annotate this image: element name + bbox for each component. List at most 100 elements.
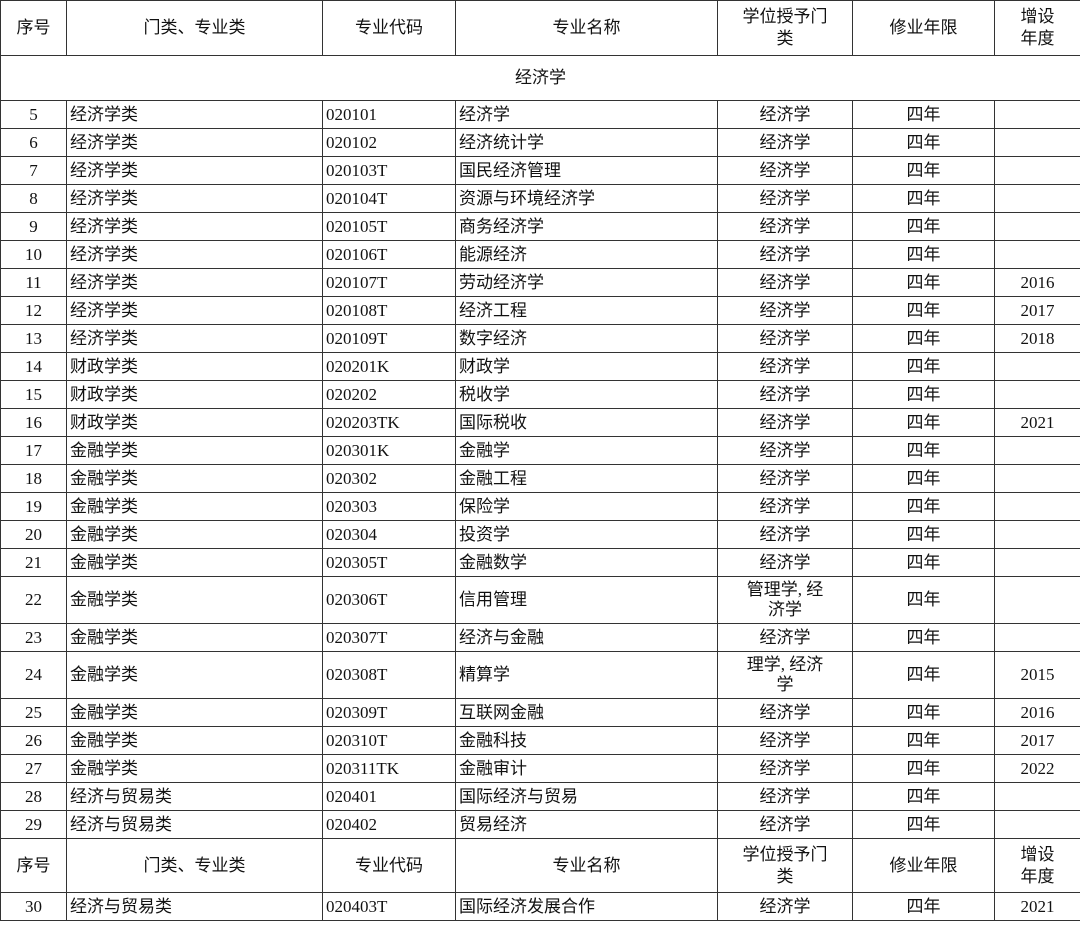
cell-year-added [994,548,1080,577]
cell-category: 金融学类 [66,464,323,493]
cell-year-added: 2022 [994,754,1080,783]
cell-duration: 四年 [852,782,995,811]
cell-category: 金融学类 [66,698,323,727]
cell-degree: 经济学 [717,100,853,129]
cell-code: 020304 [322,520,456,549]
cell-code: 020309T [322,698,456,727]
cell-year-added [994,212,1080,241]
cell-major-name: 国民经济管理 [455,156,718,185]
cell-duration: 四年 [852,240,995,269]
cell-duration: 四年 [852,576,995,624]
cell-seq: 10 [0,240,67,269]
table-row: 14 财政学类 020201K 财政学 经济学 四年 [0,352,1080,381]
cell-duration: 四年 [852,726,995,755]
table-row: 12 经济学类 020108T 经济工程 经济学 四年 2017 [0,296,1080,325]
cell-degree: 管理学, 经济学 [717,576,853,624]
header-degree: 学位授予门类 [717,0,853,56]
table-row: 20 金融学类 020304 投资学 经济学 四年 [0,520,1080,549]
cell-duration: 四年 [852,436,995,465]
cell-degree: 经济学 [717,698,853,727]
cell-major-name: 劳动经济学 [455,268,718,297]
table-row: 19 金融学类 020303 保险学 经济学 四年 [0,492,1080,521]
cell-year-added [994,492,1080,521]
header-code: 专业代码 [322,838,456,893]
cell-code: 020311TK [322,754,456,783]
header-seq: 序号 [0,0,67,56]
table-row: 21 金融学类 020305T 金融数学 经济学 四年 [0,548,1080,577]
cell-year-added: 2018 [994,324,1080,353]
cell-year-added [994,240,1080,269]
cell-category: 经济学类 [66,240,323,269]
cell-seq: 13 [0,324,67,353]
header-row: 序号 门类、专业类 专业代码 专业名称 学位授予门类 修业年限 增设年度 [0,838,1080,893]
cell-duration: 四年 [852,492,995,521]
table-row: 6 经济学类 020102 经济统计学 经济学 四年 [0,128,1080,157]
table-row: 29 经济与贸易类 020402 贸易经济 经济学 四年 [0,810,1080,839]
cell-degree: 经济学 [717,352,853,381]
cell-code: 020109T [322,324,456,353]
header-code: 专业代码 [322,0,456,56]
table-row: 23 金融学类 020307T 经济与金融 经济学 四年 [0,623,1080,652]
table-row: 25 金融学类 020309T 互联网金融 经济学 四年 2016 [0,698,1080,727]
cell-code: 020306T [322,576,456,624]
cell-year-added [994,576,1080,624]
cell-seq: 12 [0,296,67,325]
cell-category: 经济学类 [66,100,323,129]
cell-category: 金融学类 [66,726,323,755]
cell-category: 金融学类 [66,520,323,549]
table-row: 18 金融学类 020302 金融工程 经济学 四年 [0,464,1080,493]
cell-seq: 24 [0,651,67,699]
table-row: 22 金融学类 020306T 信用管理 管理学, 经济学 四年 [0,576,1080,624]
cell-major-name: 能源经济 [455,240,718,269]
cell-year-added [994,380,1080,409]
majors-table: 序号 门类、专业类 专业代码 专业名称 学位授予门类 修业年限 增设年度 经济学 5 经济学类 02… [0,0,1080,921]
table-row: 8 经济学类 020104T 资源与环境经济学 经济学 四年 [0,184,1080,213]
cell-duration: 四年 [852,464,995,493]
table-row: 27 金融学类 020311TK 金融审计 经济学 四年 2022 [0,754,1080,783]
header-duration: 修业年限 [852,838,995,893]
cell-degree: 经济学 [717,782,853,811]
cell-category: 财政学类 [66,380,323,409]
cell-major-name: 国际税收 [455,408,718,437]
cell-seq: 6 [0,128,67,157]
cell-code: 020101 [322,100,456,129]
cell-seq: 7 [0,156,67,185]
cell-category: 金融学类 [66,754,323,783]
cell-code: 020202 [322,380,456,409]
cell-duration: 四年 [852,184,995,213]
cell-degree: 经济学 [717,408,853,437]
cell-seq: 16 [0,408,67,437]
cell-duration: 四年 [852,324,995,353]
section-title: 经济学 [0,55,1080,101]
cell-major-name: 商务经济学 [455,212,718,241]
cell-major-name: 资源与环境经济学 [455,184,718,213]
cell-seq: 21 [0,548,67,577]
header-degree: 学位授予门类 [717,838,853,893]
cell-major-name: 互联网金融 [455,698,718,727]
cell-degree: 理学, 经济学 [717,651,853,699]
cell-seq: 9 [0,212,67,241]
cell-degree: 经济学 [717,184,853,213]
header-year-added: 增设年度 [994,838,1080,893]
cell-major-name: 国际经济与贸易 [455,782,718,811]
cell-year-added [994,436,1080,465]
cell-year-added [994,352,1080,381]
table-row: 10 经济学类 020106T 能源经济 经济学 四年 [0,240,1080,269]
cell-year-added [994,100,1080,129]
cell-seq: 5 [0,100,67,129]
cell-category: 经济与贸易类 [66,782,323,811]
cell-seq: 30 [0,892,67,921]
cell-category: 经济与贸易类 [66,892,323,921]
cell-category: 经济学类 [66,156,323,185]
cell-year-added [994,623,1080,652]
cell-code: 020301K [322,436,456,465]
table-row: 5 经济学类 020101 经济学 经济学 四年 [0,100,1080,129]
cell-year-added: 2017 [994,726,1080,755]
cell-degree: 经济学 [717,548,853,577]
cell-seq: 22 [0,576,67,624]
cell-category: 经济与贸易类 [66,810,323,839]
cell-major-name: 精算学 [455,651,718,699]
cell-degree: 经济学 [717,520,853,549]
cell-category: 金融学类 [66,492,323,521]
cell-code: 020201K [322,352,456,381]
